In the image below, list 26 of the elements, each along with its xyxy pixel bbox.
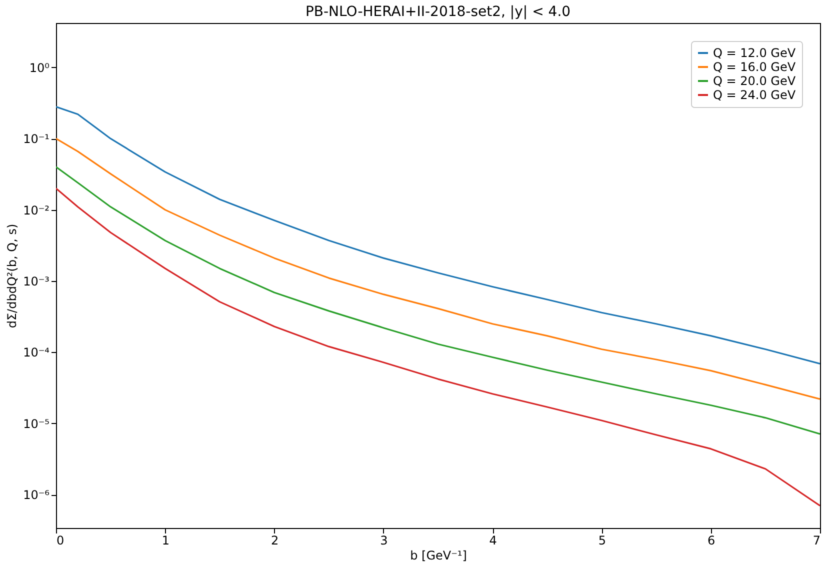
line-series <box>56 188 820 506</box>
line-series <box>56 106 820 364</box>
x-axis-title: b [GeV⁻¹] <box>410 548 467 562</box>
legend-label: Q = 12.0 GeV <box>713 46 796 60</box>
y-tick-label: 10⁻⁵ <box>23 416 50 431</box>
y-tick-label: 10⁻¹ <box>23 132 50 146</box>
line-series <box>56 138 820 400</box>
y-tick-label: 10⁻³ <box>23 274 50 289</box>
y-axis-title: dΣ/dbdQ²(b, Q, s) <box>5 224 20 328</box>
x-tick-label: 0 <box>56 534 64 548</box>
x-tick-label: 7 <box>812 534 820 548</box>
x-tick-label: 2 <box>270 534 279 548</box>
x-tick-label: 3 <box>380 534 388 548</box>
x-tick-label: 1 <box>162 534 170 548</box>
line-series <box>56 166 820 435</box>
x-tick-label: 4 <box>489 534 497 548</box>
y-tick-label: 10⁰ <box>29 60 50 75</box>
legend-label: Q = 20.0 GeV <box>713 74 796 88</box>
x-tick-label: 5 <box>598 534 606 548</box>
legend-label: Q = 16.0 GeV <box>713 60 796 74</box>
y-tick-label: 10⁻⁶ <box>23 488 50 502</box>
legend-label: Q = 24.0 GeV <box>713 88 796 102</box>
y-tick-label: 10⁻⁴ <box>23 346 50 360</box>
y-tick-label: 10⁻² <box>23 203 50 218</box>
x-tick-label: 6 <box>708 534 716 548</box>
chart-title: PB-NLO-HERAI+II-2018-set2, |y| < 4.0 <box>305 4 571 20</box>
